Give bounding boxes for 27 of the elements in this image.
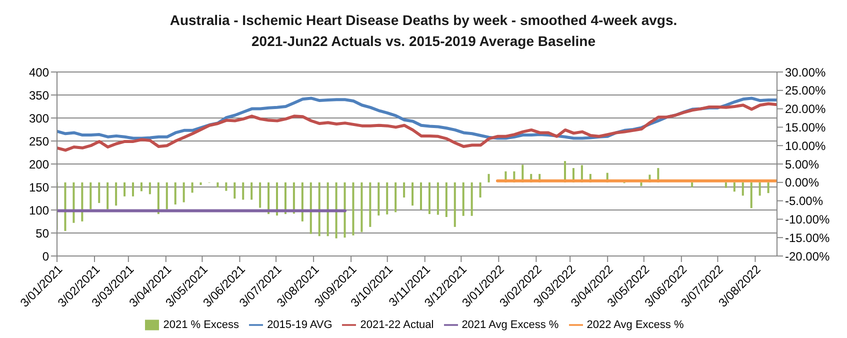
chart-subtitle: 2021-Jun22 Actuals vs. 2015-2019 Average Baseline <box>250 32 596 51</box>
y2-tick-label: 30.00% <box>785 65 826 80</box>
y-tick-label: 100 <box>28 203 50 218</box>
y2-tick-label: 20.00% <box>785 102 826 116</box>
y2-tick-label: 25.00% <box>785 84 826 98</box>
y2-tick-label: -15.00% <box>785 230 830 245</box>
y-tick-label: 200 <box>28 157 50 172</box>
y2-tick-label: -20.00% <box>785 249 830 264</box>
y2-tick-label: -10.00% <box>785 212 830 226</box>
y-tick-label: 0 <box>42 249 50 264</box>
chart-title: Australia - Ischemic Heart Disease Deaths by week - smoothed 4-week avgs. <box>168 11 678 30</box>
y-tick-label: 350 <box>28 88 50 102</box>
y2-tick-label: 15.00% <box>785 120 826 134</box>
y2-tick-label: 0.00% <box>785 176 820 190</box>
y-tick-label: 400 <box>28 65 50 80</box>
y-tick-label: 250 <box>28 134 50 148</box>
y2-tick-label: -5.00% <box>785 194 824 208</box>
legend-label: 2021-22 Actual <box>360 318 434 331</box>
y-tick-label: 300 <box>28 111 50 126</box>
y-tick-label: 50 <box>36 226 50 240</box>
y-tick-label: 150 <box>28 180 50 194</box>
legend-label: 2015-19 AVG <box>267 318 332 331</box>
legend-label: 2021 Avg Excess % <box>462 318 559 331</box>
y2-tick-label: 10.00% <box>785 138 826 153</box>
legend-label: 2022 Avg Excess % <box>586 318 684 331</box>
y2-tick-label: 5.00% <box>785 157 820 172</box>
legend-label: 2021 % Excess <box>163 318 240 331</box>
